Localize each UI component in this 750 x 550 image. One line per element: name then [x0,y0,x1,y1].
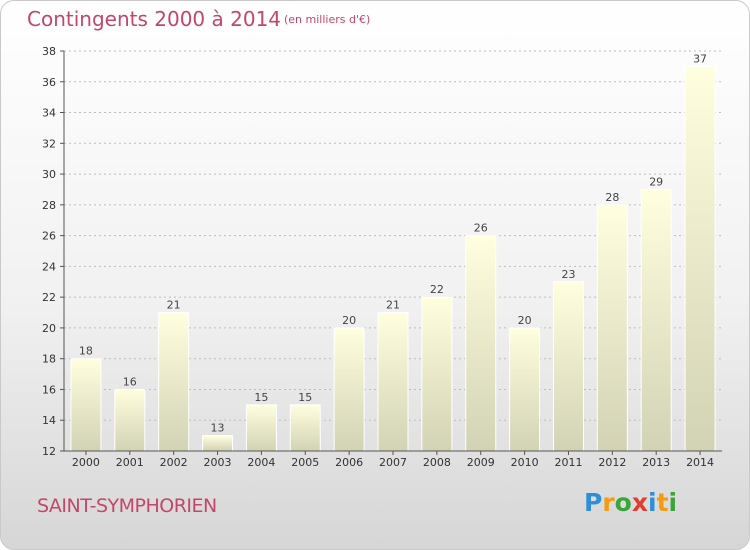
bar [114,388,146,452]
y-tick-label: 12 [42,445,56,458]
x-tick-label: 2011 [554,456,582,469]
y-tick-label: 30 [42,168,56,181]
x-tick-label: 2002 [160,456,188,469]
bar [640,188,672,452]
bar [377,312,409,452]
y-tick-label: 34 [42,107,56,120]
x-tick-label: 2009 [467,456,495,469]
bar-value-label: 15 [298,391,312,404]
x-tick-label: 2008 [423,456,451,469]
bar [596,204,628,452]
y-tick-label: 28 [42,199,56,212]
bar [289,404,321,452]
logo-letter: i [648,488,657,517]
bar-value-label: 21 [386,299,400,312]
bar [465,235,497,452]
bar [245,404,277,452]
commune-name: SAINT-SYMPHORIEN [37,495,217,517]
y-tick-label: 24 [42,260,56,273]
bar [158,312,190,452]
logo-letter: P [584,488,603,517]
logo-letter: t [656,488,669,517]
y-tick-label: 20 [42,322,56,335]
y-tick-label: 18 [42,353,56,366]
bar [202,435,234,452]
bar-value-label: 13 [211,422,225,435]
logo-letter: i [668,488,678,517]
y-tick-label: 14 [42,414,56,427]
bar [70,358,102,452]
y-tick-label: 26 [42,230,56,243]
bar [421,296,453,452]
chart-title: Contingents 2000 à 2014 [27,7,282,31]
bar-value-label: 21 [167,299,181,312]
bar-value-label: 28 [605,191,619,204]
x-tick-label: 2005 [291,456,319,469]
bar-value-label: 18 [79,345,93,358]
bar-value-label: 15 [254,391,268,404]
x-tick-label: 2001 [116,456,144,469]
y-tick-label: 22 [42,291,56,304]
bar [509,327,541,452]
logo-letter: o [614,488,632,517]
proxiti-logo: Proxiti [584,488,677,517]
bar-value-label: 29 [649,175,663,188]
bar-value-label: 26 [474,222,488,235]
bar-value-label: 20 [518,314,532,327]
x-tick-label: 2004 [247,456,275,469]
x-tick-label: 2012 [598,456,626,469]
y-tick-label: 32 [42,137,56,150]
logo-letter: x [631,488,648,517]
logo-letter: r [602,488,615,517]
bar-value-label: 22 [430,283,444,296]
y-tick-label: 38 [42,45,56,58]
y-tick-label: 16 [42,383,56,396]
bar [552,281,584,452]
bar-value-label: 37 [693,52,707,65]
x-tick-label: 2007 [379,456,407,469]
x-tick-label: 2014 [686,456,714,469]
bar [333,327,365,452]
bar [684,65,716,452]
x-tick-label: 2006 [335,456,363,469]
x-tick-label: 2010 [511,456,539,469]
x-tick-label: 2013 [642,456,670,469]
bar-value-label: 16 [123,375,137,388]
x-tick-label: 2003 [204,456,232,469]
x-tick-label: 2000 [72,456,100,469]
y-tick-label: 36 [42,76,56,89]
bar-value-label: 23 [561,268,575,281]
chart-subtitle: (en milliers d'€) [284,13,371,26]
bar-value-label: 20 [342,314,356,327]
